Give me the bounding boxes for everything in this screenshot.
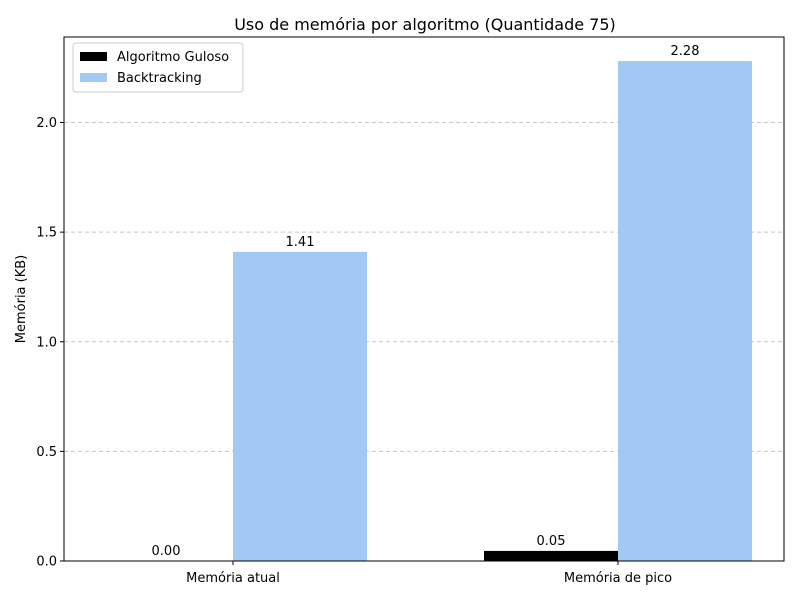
legend-box [72,42,244,93]
bars-layer [233,61,752,561]
y-axis-label: Memória (KB) [14,255,29,343]
x-tick-label-memoria-de-pico: Memória de pico [564,571,672,586]
x-tick-label-memoria-atual: Memória atual [186,571,280,586]
legend-label-backtracking: Backtracking [117,71,202,86]
y-tick-label: 1.0 [36,335,57,350]
legend-label-algoritmo-guloso: Algoritmo Guloso [117,50,229,65]
bar-algoritmo-guloso-memoria-de-pico [484,550,618,561]
legend-swatch-algoritmo-guloso [80,52,107,61]
data-label-backtracking-memoria-de-pico: 2.28 [671,44,700,59]
data-label-algoritmo-guloso-memoria-atual: 0.00 [152,544,181,559]
data-label-backtracking-memoria-atual: 1.41 [286,235,315,250]
data-label-algoritmo-guloso-memoria-de-pico: 0.05 [537,534,566,549]
bar-backtracking-memoria-de-pico [618,61,752,561]
data-labels-layer: 0.00 1.41 0.05 2.28 [152,44,700,559]
y-tick-label: 1.5 [36,226,57,241]
legend-swatch-backtracking [80,73,107,82]
y-tick-label: 2.0 [36,116,57,131]
plot-frame [63,36,785,562]
grid-layer [64,122,784,452]
y-tick-label: 0.5 [36,445,57,460]
axes-layer: 0.0 0.5 1.0 1.5 2.0 Memória atual Memória de p… [36,116,672,586]
chart-title: Uso de memória por algoritmo (Quantidade… [234,15,616,34]
y-tick-label: 0.0 [36,555,57,570]
bar-backtracking-memoria-atual [233,251,367,561]
legend: Algoritmo Guloso Backtracking [72,42,244,93]
